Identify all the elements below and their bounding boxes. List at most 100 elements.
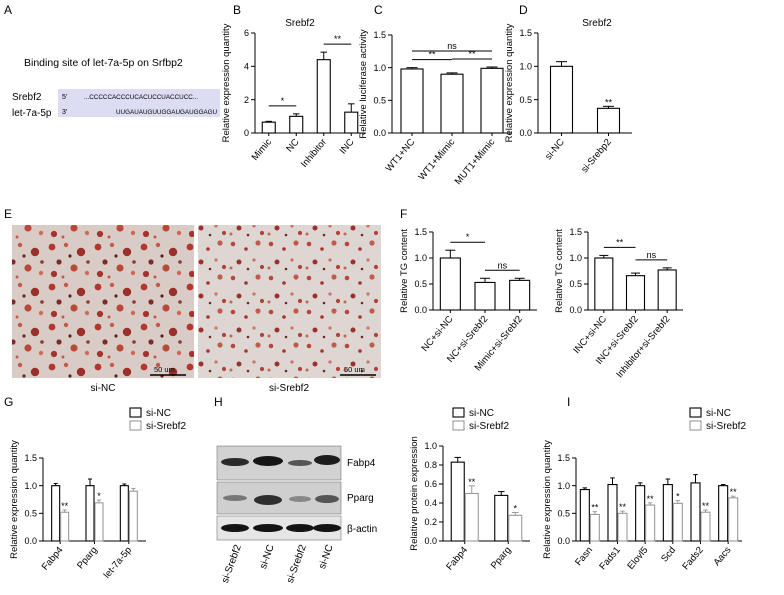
data-label: ** (591, 503, 599, 513)
panel-letter: G (4, 395, 13, 409)
y-tick-label: 1.0 (424, 441, 437, 451)
data-label: ** (730, 487, 738, 497)
data-label: ** (605, 97, 613, 107)
blot-band (288, 460, 312, 466)
significance-label: ** (334, 34, 342, 44)
micrograph-label: si-Srebf2 (269, 383, 309, 394)
bar (672, 502, 683, 542)
bar (625, 275, 646, 311)
blot-band (221, 524, 249, 532)
micrograph-si-nc (12, 225, 194, 378)
x-tick-label: Aacs (711, 545, 733, 568)
blot-band (253, 524, 283, 532)
legend-label: si-NC (469, 408, 494, 419)
significance-label: ns (447, 41, 457, 51)
lane-label: si-Srebf2 (220, 543, 244, 585)
x-tick-label: Pparg (75, 545, 100, 571)
panel-letter: A (4, 3, 12, 17)
legend-label: si-Srebf2 (146, 421, 186, 432)
data-label: * (97, 491, 101, 501)
y-tick-label: 1.5 (519, 28, 532, 38)
srebf2-row-label: Srebf2 (12, 92, 42, 103)
y-tick-label: 1.0 (24, 481, 37, 491)
y-tick-label: 0.6 (424, 479, 437, 489)
significance-label: * (466, 232, 470, 242)
x-tick-label: Fabp4 (40, 545, 66, 573)
bar (439, 257, 461, 311)
bar (400, 68, 424, 134)
bar (700, 511, 711, 542)
bar (662, 484, 673, 542)
blot-band (289, 496, 311, 502)
bar (494, 494, 509, 542)
bar (474, 281, 496, 311)
blot-label: β-actin (347, 524, 377, 535)
panel-letter: E (4, 207, 12, 221)
x-tick-label: WT1+Mimic (416, 137, 457, 183)
y-tick-label: 1.0 (414, 253, 427, 263)
y-axis-label: Relative TG content (399, 229, 410, 313)
blot-band (253, 456, 283, 466)
bar (509, 279, 531, 311)
x-tick-label: Inhibitor (299, 137, 329, 170)
panel-letter: C (374, 3, 383, 17)
panel-letter: B (233, 3, 241, 17)
y-tick-label: 0.5 (557, 509, 570, 519)
x-tick-label: WT1+NC (384, 137, 418, 174)
bar (94, 502, 104, 542)
bar (596, 107, 621, 134)
blot-band (286, 524, 314, 532)
binding-site-title: Binding site of let-7a-5p on Srfbp2 (24, 57, 183, 69)
y-tick-label: 1.0 (373, 63, 386, 73)
bar (508, 514, 523, 542)
legend-swatch (452, 420, 465, 431)
bar (549, 65, 574, 134)
blot-band (223, 495, 247, 501)
x-tick-label: INC (338, 137, 357, 157)
data-label: ** (647, 494, 655, 504)
panel-letter: I (567, 395, 570, 409)
bar (128, 490, 138, 542)
lane-label: si-Srebf2 (285, 543, 309, 585)
legend-swatch (689, 420, 702, 431)
data-label: ** (702, 501, 710, 511)
bar (635, 485, 646, 542)
y-axis-label: Relative expression quantity (542, 440, 553, 559)
x-tick-label: let-7a-5p (102, 545, 135, 581)
y-tick-label: 4 (244, 62, 249, 72)
x-tick-label: Fasn (573, 545, 595, 568)
panel-letter: H (214, 395, 223, 409)
x-tick-label: NC+si-NC (420, 314, 456, 354)
micrograph-si-srebf2 (198, 225, 381, 378)
bar (594, 257, 614, 311)
blot-band (254, 495, 282, 505)
scale-bar-label: 50 um (344, 365, 365, 374)
panel-letter: F (400, 207, 407, 221)
y-tick-label: 1.5 (414, 227, 427, 237)
mirna-row-label: let-7a-5p (12, 108, 52, 119)
panel-letter: D (519, 3, 528, 17)
legend-swatch (452, 407, 465, 418)
bar (464, 492, 479, 542)
bar (690, 482, 701, 542)
significance-label: ns (498, 260, 508, 270)
bar (480, 67, 504, 134)
y-tick-label: 0.0 (519, 128, 532, 138)
x-tick-label: Pparg (489, 545, 514, 571)
three-prime-label: 3' (62, 109, 67, 116)
x-tick-label: Elovl5 (625, 545, 650, 572)
bar (657, 269, 677, 311)
y-axis-label: Relative TG content (554, 229, 565, 313)
micrograph-label: si-NC (91, 383, 116, 394)
blot-label: Fabp4 (347, 458, 376, 469)
x-tick-label: si-Srebp2 (579, 137, 614, 175)
bar (645, 504, 656, 542)
y-tick-label: 1.0 (557, 481, 570, 491)
y-tick-label: 0.0 (424, 536, 437, 546)
legend-label: si-Srebf2 (706, 421, 746, 432)
x-tick-label: Fabp4 (444, 545, 470, 573)
legend-label: si-NC (706, 408, 731, 419)
x-tick-label: si-NC (543, 137, 567, 162)
bar (440, 73, 464, 134)
